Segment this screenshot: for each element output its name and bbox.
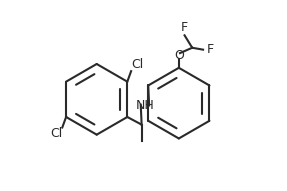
Text: Cl: Cl [50, 128, 62, 141]
Text: O: O [174, 49, 184, 62]
Text: Cl: Cl [131, 58, 144, 71]
Text: F: F [207, 43, 214, 56]
Text: NH: NH [135, 99, 154, 112]
Text: F: F [181, 21, 188, 34]
